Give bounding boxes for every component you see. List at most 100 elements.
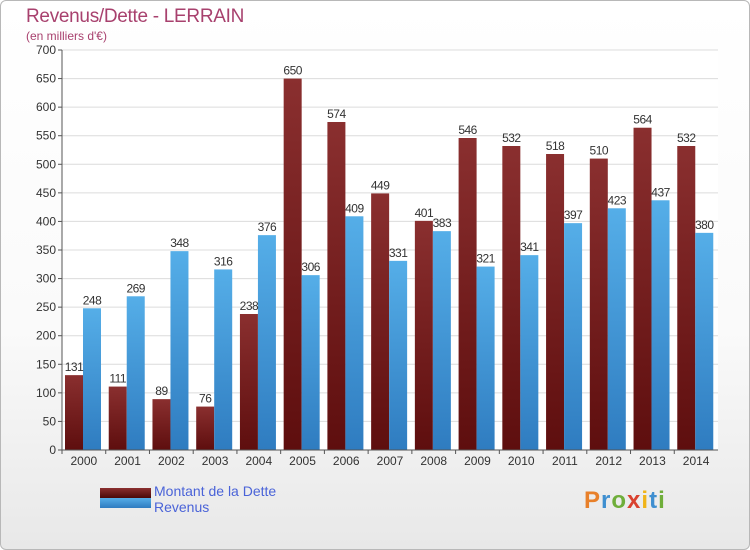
debt-bar	[458, 138, 477, 450]
legend-label-debt: Montant de la Dette	[154, 483, 277, 499]
revenue-bar	[257, 235, 276, 450]
y-tick-label: 350	[36, 243, 56, 257]
y-tick-label: 500	[36, 157, 56, 171]
debt-bar	[65, 375, 83, 450]
logo-letter: i	[641, 487, 650, 514]
revenue-bar	[389, 260, 408, 450]
debt-bar	[108, 386, 127, 450]
debt-data-label: 238	[240, 299, 259, 313]
debt-bar	[546, 154, 565, 450]
debt-data-label: 518	[546, 139, 565, 153]
debt-bar	[414, 220, 433, 450]
revenue-bar	[476, 266, 495, 450]
revenue-bar	[651, 200, 670, 450]
debt-bar	[283, 78, 302, 451]
y-tick-label: 400	[36, 214, 56, 228]
debt-data-label: 532	[677, 131, 696, 145]
y-tick-label: 700	[36, 43, 56, 57]
x-tick-label: 2001	[114, 454, 141, 468]
revenue-bar	[607, 208, 626, 450]
debt-data-label: 111	[109, 372, 127, 386]
revenue-data-label: 376	[258, 220, 277, 234]
debt-data-label: 546	[458, 123, 477, 137]
revenue-data-label: 331	[389, 246, 408, 260]
revenue-data-label: 409	[345, 201, 364, 215]
legend-label-revenue: Revenus	[154, 499, 210, 515]
revenue-data-label: 380	[695, 218, 714, 232]
debt-data-label: 510	[590, 144, 609, 158]
debt-bar	[371, 193, 390, 450]
x-tick-label: 2008	[420, 454, 447, 468]
revenue-bar	[214, 269, 233, 450]
revenue-data-label: 383	[433, 216, 452, 230]
y-tick-label: 200	[36, 329, 56, 343]
revenue-data-label: 423	[608, 193, 627, 207]
debt-data-label: 564	[633, 113, 652, 127]
x-tick-label: 2012	[595, 454, 622, 468]
legend-swatch-revenue	[100, 498, 151, 508]
y-tick-label: 600	[36, 100, 56, 114]
revenue-bar	[520, 255, 539, 450]
y-tick-label: 550	[36, 129, 56, 143]
y-tick-label: 0	[49, 443, 56, 457]
x-tick-label: 2011	[552, 454, 578, 468]
revenue-data-label: 316	[214, 254, 233, 268]
debt-data-label: 650	[283, 64, 302, 78]
x-tick-label: 2003	[202, 454, 229, 468]
revenue-bar	[564, 223, 583, 450]
revenue-data-label: 248	[83, 293, 102, 307]
y-tick-label: 50	[43, 414, 57, 428]
x-tick-label: 2004	[245, 454, 272, 468]
logo-letter: r	[601, 487, 612, 514]
revenue-data-label: 341	[520, 240, 539, 254]
revenue-bar	[432, 231, 451, 450]
logo-letter: t	[649, 487, 659, 514]
x-tick-label: 2013	[639, 454, 666, 468]
debt-data-label: 532	[502, 131, 521, 145]
legend-swatch-debt	[100, 488, 151, 498]
logo-letter: o	[611, 487, 628, 514]
logo-letter: P	[584, 487, 602, 514]
debt-data-label: 401	[415, 206, 434, 220]
revenue-bar	[126, 296, 145, 450]
debt-bar	[152, 399, 171, 450]
x-tick-label: 2002	[158, 454, 185, 468]
y-tick-label: 250	[36, 300, 56, 314]
x-tick-label: 2014	[683, 454, 710, 468]
revenue-data-label: 321	[476, 252, 495, 266]
chart-subtitle: (en milliers d'€)	[26, 29, 107, 43]
revenue-data-label: 306	[301, 260, 320, 274]
y-tick-label: 100	[36, 386, 56, 400]
revenue-data-label: 269	[126, 281, 145, 295]
debt-bar	[589, 158, 608, 451]
debt-data-label: 131	[65, 360, 84, 374]
x-tick-label: 2005	[289, 454, 316, 468]
revenue-bar	[301, 275, 320, 450]
debt-bar	[633, 127, 652, 450]
x-tick-label: 2000	[71, 454, 98, 468]
x-tick-label: 2010	[508, 454, 535, 468]
debt-data-label: 76	[199, 392, 212, 406]
logo-letter: x	[627, 487, 642, 514]
debt-bar	[677, 146, 696, 450]
debt-bar	[327, 122, 346, 450]
revenue-data-label: 397	[564, 208, 583, 222]
y-tick-label: 450	[36, 186, 56, 200]
debt-bar	[239, 314, 258, 450]
revenue-bar	[83, 308, 101, 450]
logo-letter: i	[658, 487, 666, 514]
debt-data-label: 449	[371, 178, 390, 192]
debt-data-label: 89	[155, 384, 168, 398]
y-tick-label: 300	[36, 272, 56, 286]
revenue-bar	[695, 232, 714, 450]
revenue-data-label: 348	[170, 236, 189, 250]
chart-title: Revenus/Dette - LERRAIN	[26, 6, 245, 27]
y-tick-label: 650	[36, 72, 56, 86]
debt-bar	[502, 146, 521, 450]
x-tick-label: 2009	[464, 454, 491, 468]
debt-bar	[196, 406, 215, 450]
debt-data-label: 574	[327, 107, 346, 121]
revenue-bar	[345, 216, 364, 450]
x-tick-label: 2006	[333, 454, 360, 468]
